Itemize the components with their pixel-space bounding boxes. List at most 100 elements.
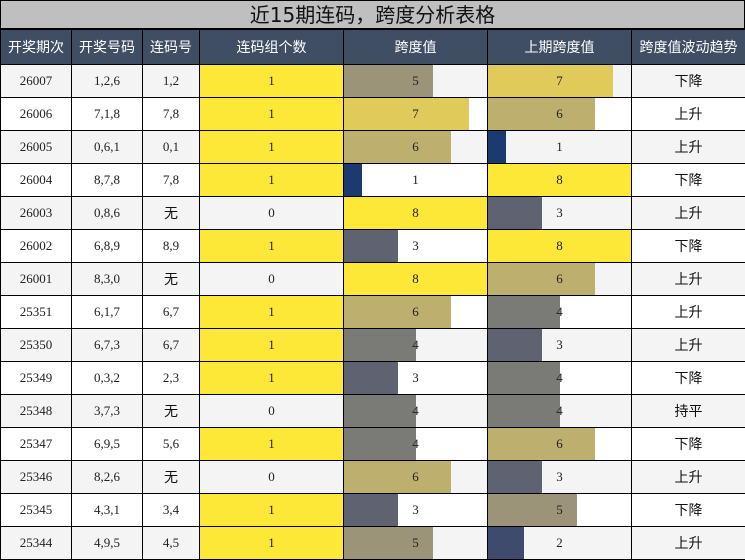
prev-span-cell: 5	[487, 493, 632, 527]
prev-span-value: 3	[556, 205, 563, 220]
prev-span-cell: 7	[487, 64, 632, 98]
prev-span-value: 7	[556, 73, 563, 88]
prev-span-bar	[488, 461, 542, 493]
table-row: 26006 7,1,8 7,8 1 7 6 上升	[0, 97, 745, 131]
issue-cell: 25347	[0, 427, 72, 461]
table-row: 25350 6,7,3 6,7 1 4 3 上升	[0, 328, 745, 362]
groups-cell: 1	[199, 328, 344, 362]
prev-span-value: 6	[556, 436, 563, 451]
header-row: 开奖期次 开奖号码 连码号 连码组个数 跨度值 上期跨度值 跨度值波动趋势	[0, 29, 745, 65]
numbers-cell: 0,8,6	[71, 196, 143, 230]
table-row: 26002 6,8,9 8,9 1 3 8 下降	[0, 229, 745, 263]
header-prev-span: 上期跨度值	[487, 29, 632, 65]
analysis-table: 开奖期次 开奖号码 连码号 连码组个数 跨度值 上期跨度值 跨度值波动趋势 26…	[0, 29, 745, 560]
table-row: 25348 3,7,3 无 0 4 4 持平	[0, 394, 745, 428]
numbers-cell: 8,2,6	[71, 460, 143, 494]
groups-cell: 0	[199, 196, 344, 230]
consecutive-cell: 1,2	[142, 64, 200, 98]
consecutive-cell: 2,3	[142, 361, 200, 395]
consecutive-cell: 8,9	[142, 229, 200, 263]
issue-cell: 25351	[0, 295, 72, 329]
span-cell: 7	[343, 97, 488, 131]
numbers-cell: 0,6,1	[71, 130, 143, 164]
groups-cell: 1	[199, 526, 344, 560]
table-row: 25351 6,1,7 6,7 1 6 4 上升	[0, 295, 745, 329]
consecutive-cell: 3,4	[142, 493, 200, 527]
consecutive-cell: 无	[142, 460, 200, 494]
span-value: 3	[412, 370, 419, 385]
trend-cell: 下降	[631, 163, 745, 197]
groups-cell: 1	[199, 493, 344, 527]
span-cell: 3	[343, 493, 488, 527]
prev-span-value: 1	[556, 139, 563, 154]
span-value: 3	[412, 502, 419, 517]
table-row: 25344 4,9,5 4,5 1 5 2 上升	[0, 526, 745, 560]
prev-span-value: 3	[556, 337, 563, 352]
span-value: 4	[412, 403, 419, 418]
span-bar	[344, 329, 416, 361]
trend-cell: 上升	[631, 97, 745, 131]
numbers-cell: 7,1,8	[71, 97, 143, 131]
prev-span-bar	[488, 296, 560, 328]
prev-span-bar	[488, 362, 560, 394]
span-value: 6	[412, 304, 419, 319]
trend-cell: 上升	[631, 262, 745, 296]
consecutive-cell: 5,6	[142, 427, 200, 461]
prev-span-cell: 4	[487, 295, 632, 329]
header-consecutive: 连码号	[142, 29, 200, 65]
issue-cell: 26002	[0, 229, 72, 263]
prev-span-bar	[488, 428, 596, 460]
trend-cell: 上升	[631, 328, 745, 362]
span-bar	[344, 527, 434, 559]
span-bar	[344, 395, 416, 427]
span-value: 8	[412, 205, 419, 220]
prev-span-value: 5	[556, 502, 563, 517]
numbers-cell: 3,7,3	[71, 394, 143, 428]
trend-cell: 下降	[631, 64, 745, 98]
prev-span-cell: 6	[487, 97, 632, 131]
span-bar	[344, 362, 398, 394]
span-cell: 5	[343, 64, 488, 98]
table-row: 25346 8,2,6 无 0 6 3 上升	[0, 460, 745, 494]
groups-cell: 1	[199, 97, 344, 131]
issue-cell: 25348	[0, 394, 72, 428]
issue-cell: 26007	[0, 64, 72, 98]
span-value: 8	[412, 271, 419, 286]
span-bar	[344, 98, 470, 130]
header-issue: 开奖期次	[0, 29, 72, 65]
header-span: 跨度值	[343, 29, 488, 65]
prev-span-value: 8	[556, 238, 563, 253]
trend-cell: 上升	[631, 130, 745, 164]
span-cell: 3	[343, 229, 488, 263]
prev-span-cell: 1	[487, 130, 632, 164]
issue-cell: 25346	[0, 460, 72, 494]
numbers-cell: 6,8,9	[71, 229, 143, 263]
prev-span-value: 3	[556, 469, 563, 484]
consecutive-cell: 无	[142, 262, 200, 296]
table-row: 26007 1,2,6 1,2 1 5 7 下降	[0, 64, 745, 98]
table-row: 26001 8,3,0 无 0 8 6 上升	[0, 262, 745, 296]
groups-cell: 1	[199, 64, 344, 98]
prev-span-value: 6	[556, 106, 563, 121]
issue-cell: 25349	[0, 361, 72, 395]
span-value: 5	[412, 73, 419, 88]
groups-cell: 1	[199, 295, 344, 329]
prev-span-cell: 3	[487, 328, 632, 362]
prev-span-bar	[488, 197, 542, 229]
prev-span-bar	[488, 527, 524, 559]
header-numbers: 开奖号码	[71, 29, 143, 65]
consecutive-cell: 6,7	[142, 328, 200, 362]
consecutive-cell: 无	[142, 196, 200, 230]
span-value: 4	[412, 436, 419, 451]
groups-cell: 0	[199, 262, 344, 296]
table-row: 26003 0,8,6 无 0 8 3 上升	[0, 196, 745, 230]
prev-span-cell: 4	[487, 394, 632, 428]
consecutive-cell: 7,8	[142, 97, 200, 131]
table-row: 26004 8,7,8 7,8 1 1 8 下降	[0, 163, 745, 197]
header-groups: 连码组个数	[199, 29, 344, 65]
groups-cell: 1	[199, 361, 344, 395]
span-cell: 3	[343, 361, 488, 395]
span-cell: 4	[343, 328, 488, 362]
trend-cell: 上升	[631, 196, 745, 230]
span-value: 6	[412, 469, 419, 484]
